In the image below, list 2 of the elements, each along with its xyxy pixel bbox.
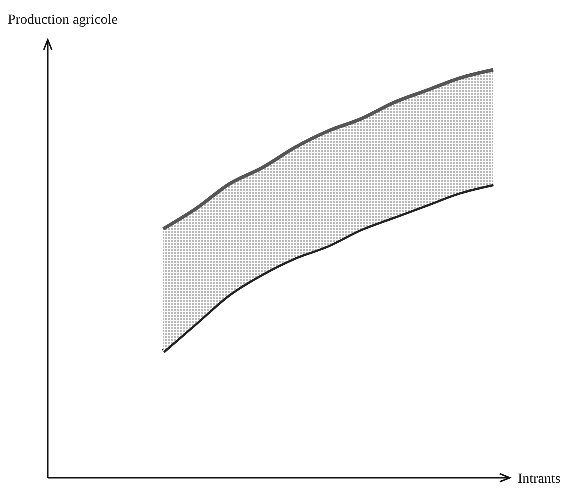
x-axis-title: Intrants — [518, 472, 561, 487]
y-axis-title: Production agricole — [8, 13, 118, 28]
